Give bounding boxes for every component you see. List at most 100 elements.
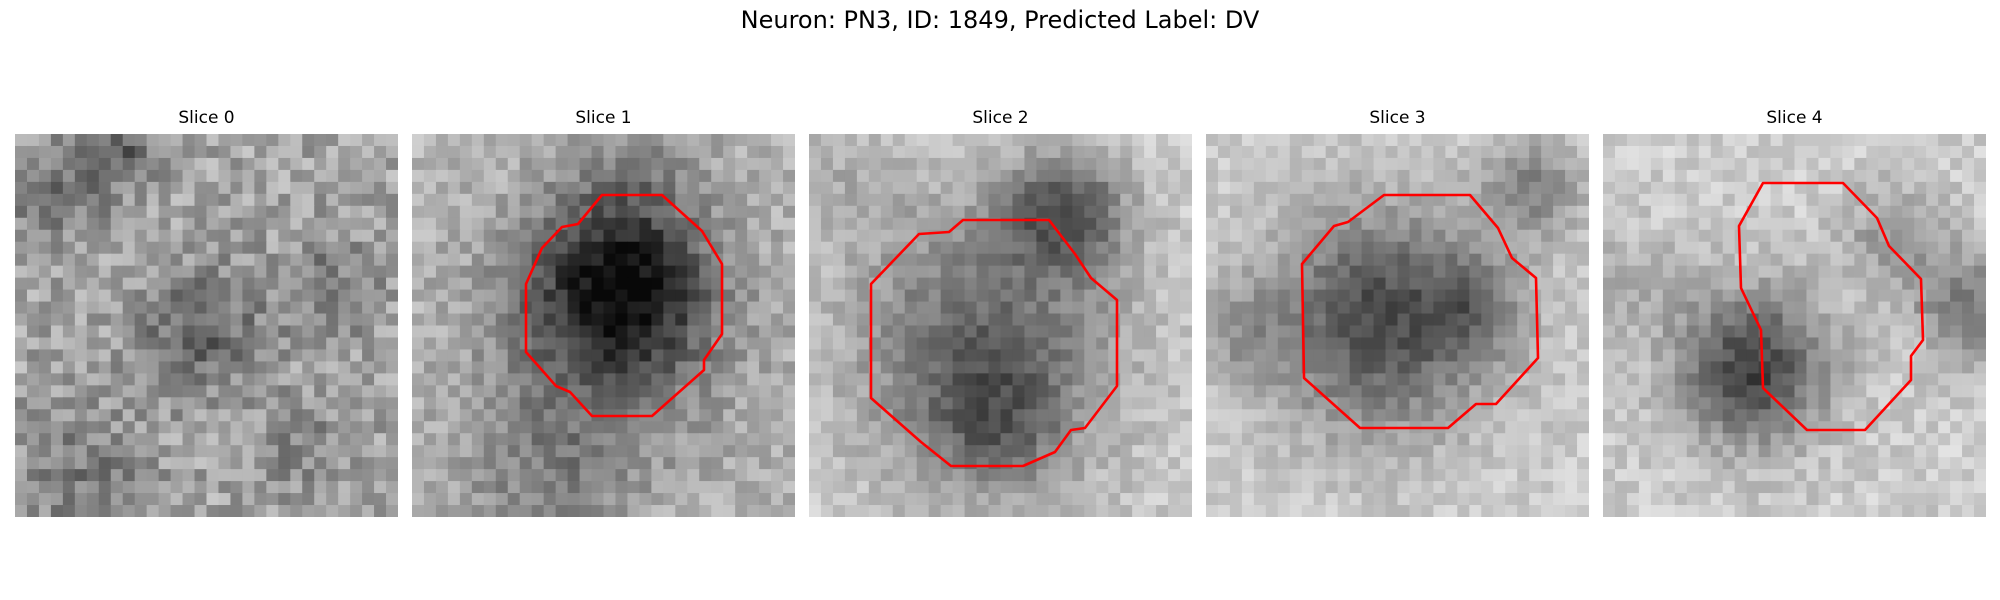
image-pixel: [483, 134, 497, 147]
image-pixel: [1253, 469, 1267, 482]
image-pixel: [627, 313, 641, 327]
image-pixel: [1842, 134, 1855, 147]
image-pixel: [1926, 385, 1939, 398]
image-pixel: [1337, 349, 1351, 363]
image-pixel: [1000, 337, 1014, 351]
image-pixel: [1541, 409, 1554, 422]
image-pixel: [1505, 481, 1518, 494]
image-pixel: [1698, 313, 1712, 327]
image-pixel: [206, 337, 220, 351]
image-pixel: [1120, 217, 1133, 231]
image-pixel: [699, 181, 712, 195]
image-pixel: [423, 265, 437, 279]
image-pixel: [1361, 265, 1375, 279]
image-pixel: [1084, 169, 1097, 183]
image-pixel: [1794, 157, 1808, 171]
image-pixel: [699, 241, 712, 255]
image-pixel: [1397, 397, 1411, 410]
image-pixel: [374, 169, 387, 183]
image-pixel: [1156, 325, 1169, 339]
image-pixel: [747, 409, 760, 422]
image-pixel: [158, 193, 172, 207]
image-pixel: [170, 445, 184, 458]
image-pixel: [1060, 385, 1073, 398]
image-pixel: [591, 421, 605, 434]
image-pixel: [1902, 241, 1915, 255]
image-pixel: [290, 301, 303, 315]
image-pixel: [1156, 145, 1169, 159]
image-pixel: [1457, 325, 1470, 339]
image-pixel: [314, 205, 327, 219]
image-pixel: [1565, 493, 1578, 506]
image-pixel: [1012, 265, 1026, 279]
image-pixel: [988, 421, 1002, 434]
image-pixel: [1818, 313, 1832, 327]
image-pixel: [844, 493, 858, 506]
image-pixel: [1060, 349, 1073, 363]
image-pixel: [254, 469, 267, 482]
image-pixel: [1301, 313, 1315, 327]
image-pixel: [603, 385, 617, 398]
image-pixel: [1180, 325, 1192, 339]
image-pixel: [1481, 229, 1494, 243]
image-pixel: [1253, 205, 1267, 219]
image-pixel: [820, 457, 834, 470]
image-pixel: [1758, 385, 1772, 398]
image-pixel: [1950, 134, 1963, 147]
image-pixel: [1806, 409, 1820, 422]
image-pixel: [1024, 421, 1038, 434]
image-pixel: [916, 361, 930, 374]
image-pixel: [820, 277, 834, 291]
image-pixel: [1517, 433, 1530, 446]
image-pixel: [122, 445, 136, 458]
image-pixel: [1722, 313, 1736, 327]
image-pixel: [1072, 134, 1085, 147]
image-pixel: [412, 361, 425, 374]
image-pixel: [1974, 397, 1986, 410]
image-pixel: [1553, 493, 1566, 506]
image-pixel: [916, 385, 930, 398]
image-pixel: [747, 433, 760, 446]
image-pixel: [591, 361, 605, 374]
image-pixel: [783, 325, 795, 339]
image-pixel: [1806, 229, 1820, 243]
image-pixel: [591, 134, 605, 147]
image-pixel: [1481, 157, 1494, 171]
image-pixel: [1301, 481, 1315, 494]
image-pixel: [1373, 349, 1387, 363]
image-pixel: [435, 145, 449, 159]
image-pixel: [1325, 505, 1339, 517]
image-pixel: [1626, 193, 1640, 207]
image-pixel: [1048, 253, 1061, 267]
image-pixel: [326, 289, 339, 303]
image-pixel: [1349, 289, 1363, 303]
image-pixel: [350, 481, 363, 494]
image-pixel: [723, 313, 736, 327]
image-pixel: [711, 169, 724, 183]
image-pixel: [1674, 289, 1688, 303]
image-pixel: [1373, 289, 1387, 303]
image-pixel: [1000, 397, 1014, 410]
image-pixel: [711, 301, 724, 315]
image-pixel: [412, 265, 425, 279]
image-pixel: [86, 325, 100, 339]
image-pixel: [892, 445, 906, 458]
image-pixel: [1662, 205, 1676, 219]
image-pixel: [62, 397, 76, 410]
image-pixel: [771, 145, 784, 159]
image-pixel: [1902, 361, 1915, 374]
image-pixel: [1457, 385, 1470, 398]
image-pixel: [1854, 433, 1867, 446]
image-pixel: [1349, 313, 1363, 327]
image-pixel: [1529, 505, 1542, 517]
image-pixel: [1493, 265, 1506, 279]
image-pixel: [1409, 349, 1423, 363]
image-pixel: [567, 349, 581, 363]
image-pixel: [1096, 421, 1109, 434]
image-pixel: [832, 157, 846, 171]
image-pixel: [809, 361, 822, 374]
image-pixel: [615, 289, 629, 303]
image-pixel: [1614, 457, 1628, 470]
image-pixel: [1265, 361, 1279, 374]
image-pixel: [1505, 134, 1518, 147]
